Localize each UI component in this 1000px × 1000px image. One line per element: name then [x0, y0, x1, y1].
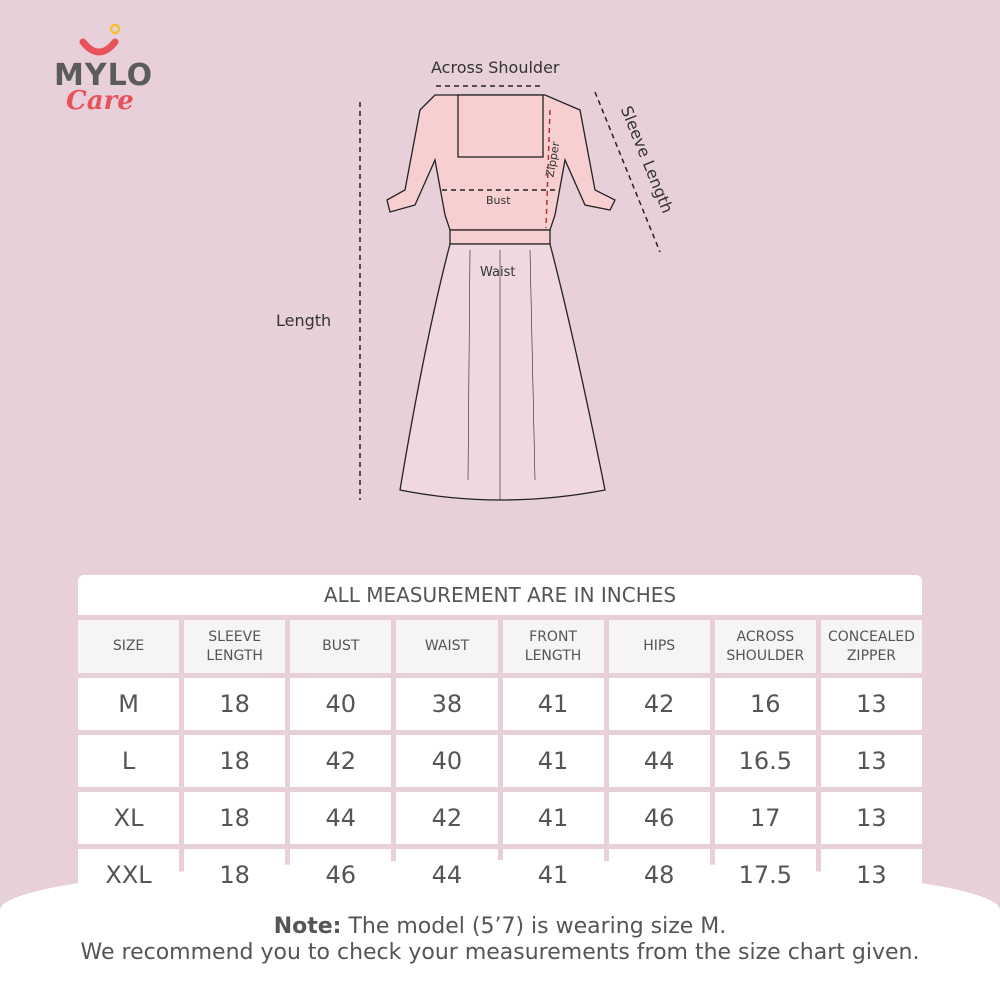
value-cell: 17.5 — [714, 849, 816, 901]
header-cell: FRONT LENGTH — [502, 620, 604, 673]
value-cell: 18 — [184, 678, 286, 730]
size-cell: M — [78, 678, 180, 730]
value-cell: 44 — [608, 735, 710, 787]
value-cell: 16.5 — [714, 735, 816, 787]
value-cell: 42 — [396, 792, 498, 844]
table-row: XXL 18 46 44 41 48 17.5 13 — [78, 849, 922, 901]
value-cell: 18 — [184, 735, 286, 787]
size-cell: L — [78, 735, 180, 787]
logo-subtext: Care — [66, 86, 134, 116]
table-row: L 18 42 40 41 44 16.5 13 — [78, 735, 922, 787]
header-cell: ACROSS SHOULDER — [714, 620, 816, 673]
value-cell: 42 — [290, 735, 392, 787]
value-cell: 38 — [396, 678, 498, 730]
bust-label: Bust — [486, 194, 511, 207]
dress-diagram — [359, 85, 661, 501]
header-cell: HIPS — [608, 620, 710, 673]
value-cell: 46 — [608, 792, 710, 844]
value-cell: 13 — [820, 792, 922, 844]
size-cell: XXL — [78, 849, 180, 901]
value-cell: 13 — [820, 735, 922, 787]
table-title: ALL MEASUREMENT ARE IN INCHES — [78, 575, 922, 615]
logo-smile-icon — [79, 23, 121, 56]
note-line-2: We recommend you to check your measureme… — [80, 940, 920, 965]
logo-text: MYLO — [54, 58, 154, 93]
value-cell: 41 — [502, 735, 604, 787]
value-cell: 16 — [714, 678, 816, 730]
value-cell: 48 — [608, 849, 710, 901]
value-cell: 17 — [714, 792, 816, 844]
table-header-row: SIZE SLEEVE LENGTH BUST WAIST FRONT LENGTH… — [78, 620, 922, 673]
value-cell: 42 — [608, 678, 710, 730]
length-label: Length — [276, 311, 332, 330]
header-cell: SIZE — [78, 620, 180, 673]
value-cell: 40 — [290, 678, 392, 730]
value-cell: 40 — [396, 735, 498, 787]
header-cell: CONCEALED ZIPPER — [820, 620, 922, 673]
value-cell: 44 — [290, 792, 392, 844]
value-cell: 46 — [290, 849, 392, 901]
waist-label: Waist — [480, 265, 516, 280]
across-shoulder-label: Across Shoulder — [431, 58, 560, 77]
table-row: XL 18 44 42 41 46 17 13 — [78, 792, 922, 844]
header-cell: SLEEVE LENGTH — [184, 620, 286, 673]
header-cell: WAIST — [396, 620, 498, 673]
size-chart-table: ALL MEASUREMENT ARE IN INCHES SIZE SLEEV… — [78, 575, 922, 901]
value-cell: 18 — [184, 849, 286, 901]
value-cell: 41 — [502, 792, 604, 844]
value-cell: 18 — [184, 792, 286, 844]
header-cell: BUST — [290, 620, 392, 673]
value-cell: 13 — [820, 678, 922, 730]
value-cell: 41 — [502, 678, 604, 730]
value-cell: 41 — [502, 849, 604, 901]
value-cell: 44 — [396, 849, 498, 901]
table-row: M 18 40 38 41 42 16 13 — [78, 678, 922, 730]
note-line-1: Note: The model (5’7) is wearing size M. — [273, 914, 727, 939]
size-cell: XL — [78, 792, 180, 844]
value-cell: 13 — [820, 849, 922, 901]
